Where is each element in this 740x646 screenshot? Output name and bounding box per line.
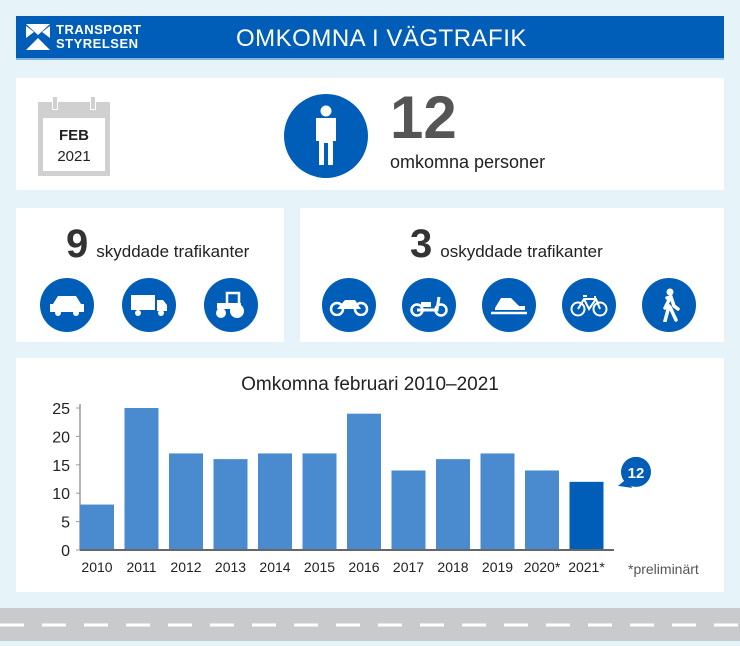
x-tick-label: 2018 (437, 559, 468, 575)
unprotected-count: 3 (410, 222, 433, 266)
callout-badge (621, 456, 651, 487)
bicycle-icon (562, 278, 616, 332)
chart-panel: Omkomna februari 2010–2021 0 5 10 15 20 25 201… (16, 358, 724, 592)
x-tick-label: 2019 (482, 559, 513, 575)
logo-line-1: TRANSPORT (56, 22, 142, 37)
y-tick-label: 5 (61, 515, 70, 532)
y-tick-label: 25 (52, 401, 70, 418)
bar-chart: 0 5 10 15 20 25 2010 2011 2012 2013 2014 2015 2016 20… (52, 401, 651, 575)
bar-2013 (213, 459, 248, 550)
x-tick-label: 2017 (393, 559, 424, 575)
bar-2021* (569, 481, 604, 550)
moped-icon (402, 278, 456, 332)
bar-2011 (124, 408, 159, 550)
fatalities-count: 12 (390, 84, 457, 151)
x-tick-label: 2020* (524, 559, 561, 575)
chart-title: Omkomna februari 2010–2021 (241, 374, 499, 395)
bar-2017 (391, 470, 426, 550)
summary-panel: FEB 2021 12 omkomna personer (16, 78, 724, 190)
y-tick-label: 15 (52, 458, 70, 475)
bar-2016 (347, 413, 381, 550)
car-icon (40, 278, 94, 332)
calendar-icon: FEB 2021 (38, 96, 110, 176)
logo-icon (26, 24, 50, 50)
truck-icon (122, 278, 176, 332)
x-tick-label: 2014 (259, 559, 290, 575)
pedestrian-icon (642, 278, 696, 332)
x-tick-label: 2016 (348, 559, 379, 575)
motorcycle-icon (322, 278, 376, 332)
bar-2018 (436, 459, 470, 550)
protected-label: skyddade trafikanter (96, 242, 250, 261)
calendar-year: 2021 (57, 148, 91, 165)
tractor-icon (204, 278, 258, 332)
protected-count: 9 (66, 222, 89, 266)
bar-2019 (480, 453, 515, 550)
chart-footnote: *preliminärt (628, 561, 699, 577)
x-tick-label: 2013 (215, 559, 246, 575)
y-tick-label: 10 (52, 486, 70, 503)
unprotected-label: oskyddade trafikanter (440, 242, 603, 261)
road-decoration (0, 608, 740, 641)
snowmobile-icon (482, 278, 536, 332)
protected-panel: 9 skyddade trafikanter (16, 208, 284, 342)
x-tick-label: 2010 (81, 559, 112, 575)
bar-2020* (525, 470, 559, 550)
x-tick-label: 2011 (126, 559, 156, 575)
fatalities-label: omkomna personer (390, 152, 546, 172)
bar-2010 (80, 504, 114, 550)
person-icon (284, 94, 368, 178)
page-title: OMKOMNA I VÄGTRAFIK (236, 25, 527, 52)
unprotected-panel: 3 oskyddade trafikanter (300, 208, 724, 342)
calendar-month: FEB (59, 127, 89, 144)
y-tick-label: 20 (52, 429, 70, 446)
logo-line-2: STYRELSEN (56, 36, 139, 51)
callout-value: 12 (628, 465, 645, 482)
bar-2014 (258, 453, 292, 550)
bar-2012 (169, 453, 203, 550)
x-tick-label: 2015 (304, 559, 335, 575)
bar-2015 (302, 453, 337, 550)
header-bar: TRANSPORT STYRELSEN OMKOMNA I VÄGTRAFIK (16, 16, 724, 60)
x-tick-label: 2012 (170, 559, 201, 575)
transportstyrelsen-logo: TRANSPORT STYRELSEN (26, 23, 141, 51)
x-tick-label: 2021* (568, 559, 605, 575)
y-tick-label: 0 (61, 543, 70, 560)
